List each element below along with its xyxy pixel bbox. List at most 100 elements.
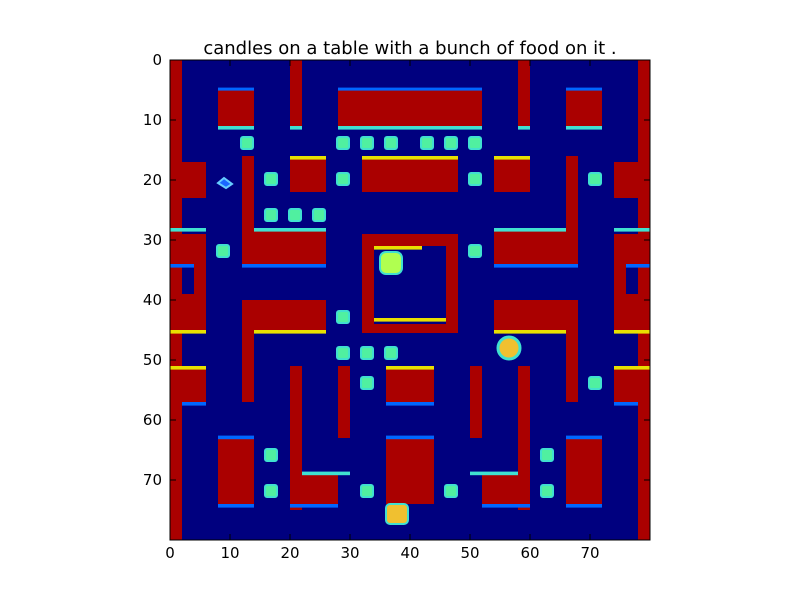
wall-edge (170, 366, 206, 370)
wall-edge (374, 246, 422, 250)
wall-edge (386, 435, 434, 440)
wall-edge (218, 504, 254, 508)
wall-block (386, 438, 434, 504)
wall-block (290, 366, 302, 510)
pellet-icon (540, 448, 554, 462)
wall-block (170, 366, 206, 402)
wall-edge (386, 366, 434, 370)
wall-block (170, 234, 206, 264)
wall-edge (242, 264, 326, 268)
pellet-icon (360, 136, 374, 150)
chart-title: candles on a table with a bunch of food … (203, 38, 616, 59)
wall-edge (218, 435, 254, 440)
wall-edge (614, 366, 650, 370)
pellet-icon (312, 208, 326, 222)
y-tick-label: 40 (143, 291, 162, 309)
wall-block (218, 438, 254, 504)
wall-edge (470, 471, 518, 476)
wall-edge (374, 318, 446, 322)
wall-edge (494, 264, 578, 268)
y-tick-label: 50 (143, 351, 162, 369)
wall-block (494, 228, 566, 264)
pellet-icon (468, 172, 482, 186)
wall-edge (614, 402, 638, 406)
wall-block (494, 156, 530, 192)
player-icon (385, 503, 409, 525)
pellet-icon (288, 208, 302, 222)
pellet-icon (264, 484, 278, 498)
wall-block (290, 60, 302, 126)
wall-block (242, 300, 326, 330)
wall-block (218, 90, 254, 126)
wall-block (614, 366, 650, 402)
wall-edge (290, 156, 326, 160)
wall-block (566, 300, 578, 402)
y-tick-label: 10 (143, 111, 162, 129)
x-tick-label: 20 (280, 544, 299, 562)
player-icon (496, 335, 522, 361)
wall-block (338, 90, 482, 126)
ghost-house-wall (446, 234, 458, 330)
wall-block (470, 366, 482, 438)
wall-edge (254, 228, 326, 232)
pellet-icon (420, 136, 434, 150)
wall-block (242, 156, 254, 264)
wall-block (518, 366, 530, 510)
wall-edge (302, 471, 350, 476)
ghost-house-wall (362, 324, 458, 333)
pellet-icon (240, 136, 254, 150)
wall-block (614, 234, 650, 264)
wall-edge (182, 402, 206, 406)
pellet-icon (360, 346, 374, 360)
wall-block (518, 60, 530, 126)
game-screen (169, 59, 651, 541)
pellet-icon (444, 484, 458, 498)
x-tick-label: 10 (220, 544, 239, 562)
wall-block (362, 156, 458, 192)
x-tick-label: 50 (460, 544, 479, 562)
wall-edge (518, 126, 530, 130)
wall-block (566, 90, 602, 126)
wall-edge (170, 264, 194, 268)
wall-edge (566, 504, 602, 508)
wall-edge (386, 402, 434, 406)
pellet-icon (360, 484, 374, 498)
wall-block (302, 474, 338, 504)
pellet-icon (444, 136, 458, 150)
x-tick-label: 60 (520, 544, 539, 562)
x-tick-label: 40 (400, 544, 419, 562)
ghost-house-wall (362, 234, 374, 330)
pellet-icon (336, 172, 350, 186)
pellet-icon (216, 244, 230, 258)
wall-block (566, 156, 578, 264)
wall-edge (254, 330, 326, 334)
x-axis: 0 10 20 30 40 50 60 70 (165, 60, 600, 562)
wall-edge (614, 228, 650, 232)
wall-edge (566, 87, 602, 91)
wall-block (338, 366, 350, 438)
wall-block (290, 156, 326, 192)
wall-edge (494, 228, 566, 232)
wall-block (566, 438, 602, 504)
y-tick-label: 20 (143, 171, 162, 189)
wall-edge (338, 87, 482, 91)
wall-edge (170, 228, 206, 232)
wall-edge (482, 504, 530, 508)
y-axis: 0 10 20 30 40 50 60 70 (143, 51, 650, 489)
pellet-icon (264, 448, 278, 462)
ghost-house-wall (362, 234, 458, 246)
wall-block (194, 264, 206, 300)
pellet-icon (384, 136, 398, 150)
y-tick-label: 60 (143, 411, 162, 429)
pellet-icon (384, 346, 398, 360)
wall-edge (170, 330, 206, 334)
pellet-icon (336, 136, 350, 150)
x-tick-label: 0 (165, 544, 175, 562)
wall-edge (218, 87, 254, 91)
ghost-icon (379, 251, 403, 275)
wall-edge (566, 126, 602, 130)
x-tick-label: 30 (340, 544, 359, 562)
pellet-icon (336, 310, 350, 324)
wall-block (242, 300, 254, 402)
